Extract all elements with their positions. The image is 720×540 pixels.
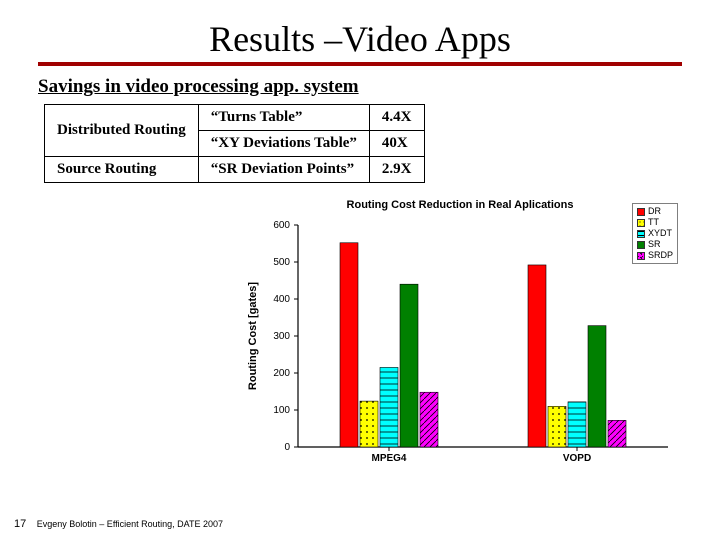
svg-text:Routing Cost [gates]: Routing Cost [gates] (247, 282, 259, 390)
legend-label: XYDT (648, 228, 672, 239)
svg-text:600: 600 (273, 220, 290, 231)
title-divider (38, 62, 682, 66)
svg-text:400: 400 (273, 294, 290, 305)
legend-label: DR (648, 206, 661, 217)
legend-label: SR (648, 239, 661, 250)
cell: “SR Deviation Points” (198, 157, 369, 183)
svg-text:100: 100 (273, 405, 290, 416)
legend-item: DR (637, 206, 673, 217)
legend-item: XYDT (637, 228, 673, 239)
subtitle: Savings in video processing app. system (38, 76, 682, 98)
svg-text:0: 0 (284, 442, 290, 453)
page-title: Results –Video Apps (38, 18, 682, 60)
chart-container: Routing Cost Reduction in Real Aplicatio… (238, 201, 682, 476)
legend-item: SRDP (637, 250, 673, 261)
svg-text:300: 300 (273, 331, 290, 342)
legend-item: TT (637, 217, 673, 228)
cell: 4.4X (369, 105, 424, 131)
svg-text:200: 200 (273, 368, 290, 379)
legend-label: SRDP (648, 250, 673, 261)
page-number: 17 (14, 518, 26, 530)
chart-legend: DRTTXYDTSRSRDP (632, 203, 678, 264)
legend-label: TT (648, 217, 659, 228)
svg-text:VOPD: VOPD (563, 453, 591, 464)
cell: “Turns Table” (198, 105, 369, 131)
legend-swatch (637, 208, 645, 216)
cell: 2.9X (369, 157, 424, 183)
cell: 40X (369, 131, 424, 157)
cell: Distributed Routing (45, 105, 199, 157)
cell: “XY Deviations Table” (198, 131, 369, 157)
footer-text: Evgeny Bolotin – Efficient Routing, DATE… (37, 519, 223, 529)
slide-footer: 17 Evgeny Bolotin – Efficient Routing, D… (14, 518, 223, 530)
svg-text:500: 500 (273, 257, 290, 268)
legend-item: SR (637, 239, 673, 250)
savings-table: Distributed Routing “Turns Table” 4.4X “… (44, 104, 425, 183)
legend-swatch (637, 219, 645, 227)
svg-text:MPEG4: MPEG4 (371, 453, 406, 464)
legend-swatch (637, 230, 645, 238)
table-row: Distributed Routing “Turns Table” 4.4X (45, 105, 425, 131)
table-row: Source Routing “SR Deviation Points” 2.9… (45, 157, 425, 183)
legend-swatch (637, 252, 645, 260)
cell: Source Routing (45, 157, 199, 183)
chart-title: Routing Cost Reduction in Real Aplicatio… (238, 199, 682, 211)
legend-swatch (637, 241, 645, 249)
